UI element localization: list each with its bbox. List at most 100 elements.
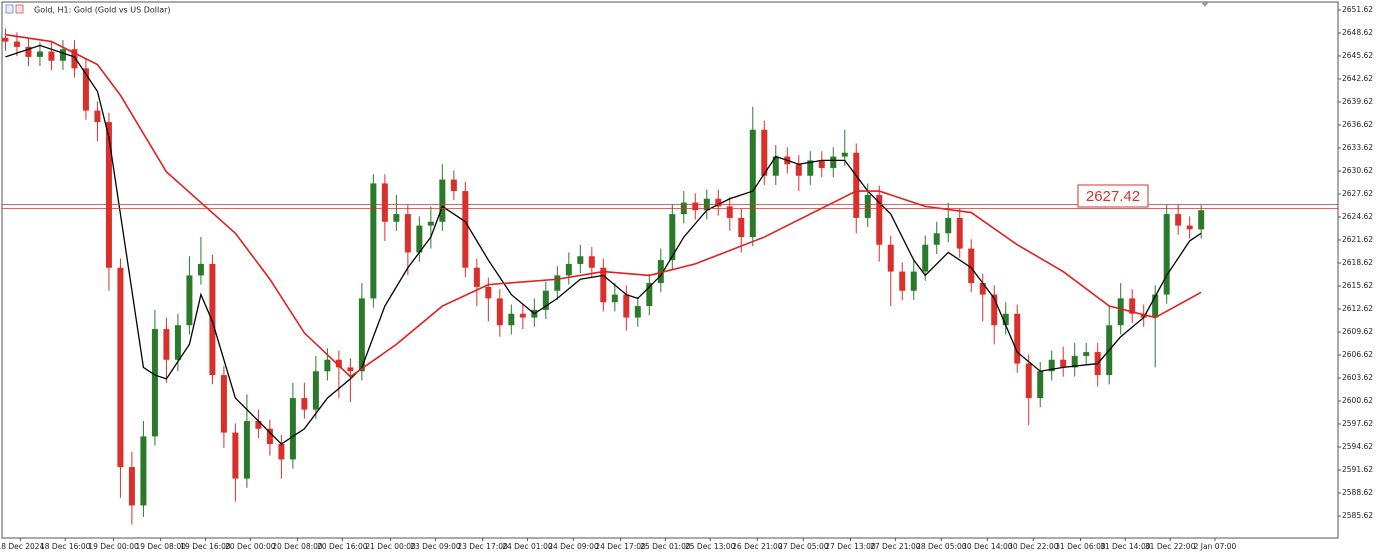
candle-body <box>1060 359 1067 368</box>
candle-body <box>726 206 733 218</box>
x-tick-label: 20 Dec 00:00 <box>225 542 276 551</box>
candle-body <box>2 37 9 42</box>
candle-body <box>473 267 480 287</box>
candle-body <box>910 271 917 291</box>
candle-body <box>749 129 756 238</box>
candle-body <box>404 214 411 253</box>
candle-body <box>427 221 434 226</box>
candle-body <box>1071 355 1078 368</box>
price-annotation: 2627.42 <box>1086 188 1140 205</box>
candle-body <box>335 359 342 368</box>
candle-body <box>1163 214 1170 295</box>
y-tick-label: 2642.62 <box>1342 74 1373 83</box>
x-tick-label: 26 Dec 21:00 <box>732 542 783 551</box>
candle-body <box>324 359 331 372</box>
price-label-box <box>1077 184 1149 208</box>
x-tick-label: 19 Dec 16:00 <box>180 542 231 551</box>
x-tick-label: 27 Dec 13:00 <box>825 542 876 551</box>
candle-body <box>876 194 883 245</box>
y-tick-label: 2651.62 <box>1342 5 1373 14</box>
y-tick-label: 2618.62 <box>1342 258 1373 267</box>
y-tick-label: 2621.62 <box>1342 235 1373 244</box>
candle-body <box>301 398 308 410</box>
candle-body <box>1083 352 1090 356</box>
candle-body <box>922 244 929 272</box>
candle-body <box>117 267 124 468</box>
x-tick-label: 20 Dec 08:00 <box>272 542 323 551</box>
x-tick-label: 25 Dec 13:00 <box>685 542 736 551</box>
candle-body <box>669 214 676 261</box>
candle-body <box>542 290 549 310</box>
x-tick-label: 27 Dec 21:00 <box>870 542 921 551</box>
y-tick-label: 2600.62 <box>1342 396 1373 405</box>
x-tick-label: 20 Dec 16:00 <box>317 542 368 551</box>
candle-body <box>1198 210 1205 230</box>
candle-body <box>1002 313 1009 326</box>
x-tick-label: 31 Dec 22:00 <box>1145 542 1196 551</box>
x-tick-label: 25 Dec 01:00 <box>640 542 691 551</box>
x-tick-label: 23 Dec 17:00 <box>457 542 508 551</box>
candle-body <box>186 275 193 326</box>
candle-body <box>13 41 20 47</box>
y-tick-label: 2627.62 <box>1342 189 1373 198</box>
candle-body <box>48 51 55 61</box>
x-tick-label: 28 Dec 05:00 <box>916 542 967 551</box>
candle-body <box>1186 225 1193 230</box>
candle-body <box>864 194 871 218</box>
y-tick-label: 2630.62 <box>1342 166 1373 175</box>
x-tick-label: 19 Dec 00:00 <box>88 542 139 551</box>
candle-body <box>1014 313 1021 364</box>
y-tick-label: 2609.62 <box>1342 327 1373 336</box>
candle-body <box>450 179 457 192</box>
candle-body <box>738 217 745 238</box>
candle-body <box>174 325 181 360</box>
y-tick-label: 2639.62 <box>1342 97 1373 106</box>
candle-body <box>312 371 319 410</box>
candle-body <box>956 217 963 249</box>
candle-body <box>36 51 43 57</box>
candle-body <box>1037 371 1044 399</box>
candle-body <box>278 444 285 460</box>
candle-body <box>163 329 170 360</box>
candle-body <box>968 248 975 284</box>
candle-body <box>151 329 158 437</box>
candle-body <box>519 313 526 318</box>
candle-body <box>933 233 940 245</box>
candle-body <box>887 244 894 272</box>
candle-body <box>646 283 653 307</box>
x-tick-label: 31 Dec 14:00 <box>1100 542 1151 551</box>
candle-body <box>692 202 699 211</box>
candle-body <box>439 179 446 222</box>
candle-body <box>266 428 273 445</box>
candle-body <box>577 256 584 264</box>
candle-body <box>220 375 227 433</box>
candle-body <box>554 275 561 291</box>
candle-body <box>140 436 147 506</box>
x-tick-label: 31 Dec 06:00 <box>1055 542 1106 551</box>
candle-body <box>853 152 860 218</box>
y-tick-label: 2615.62 <box>1342 281 1373 290</box>
y-tick-label: 2633.62 <box>1342 143 1373 152</box>
candle-body <box>105 122 112 268</box>
candle-body <box>761 129 768 176</box>
candle-body <box>991 294 998 326</box>
y-tick-label: 2588.62 <box>1342 488 1373 497</box>
x-tick-label: 21 Dec 00:00 <box>365 542 416 551</box>
candle-body <box>59 49 66 61</box>
x-tick-label: 19 Dec 08:00 <box>135 542 186 551</box>
y-tick-label: 2594.62 <box>1342 442 1373 451</box>
candle-body <box>623 294 630 318</box>
candle-body <box>1129 298 1136 314</box>
candle-body <box>795 164 802 176</box>
candle-body <box>830 156 837 169</box>
chart-icon <box>5 4 14 14</box>
candle-body <box>807 160 814 176</box>
candle-body <box>485 286 492 299</box>
candle-body <box>358 298 365 372</box>
x-tick-label: 18 Dec 2024 <box>0 542 45 551</box>
y-tick-label: 2612.62 <box>1342 304 1373 313</box>
candle-body <box>416 225 423 253</box>
candle-body <box>94 110 101 123</box>
x-tick-label: 2 Jan 07:00 <box>1194 542 1237 551</box>
